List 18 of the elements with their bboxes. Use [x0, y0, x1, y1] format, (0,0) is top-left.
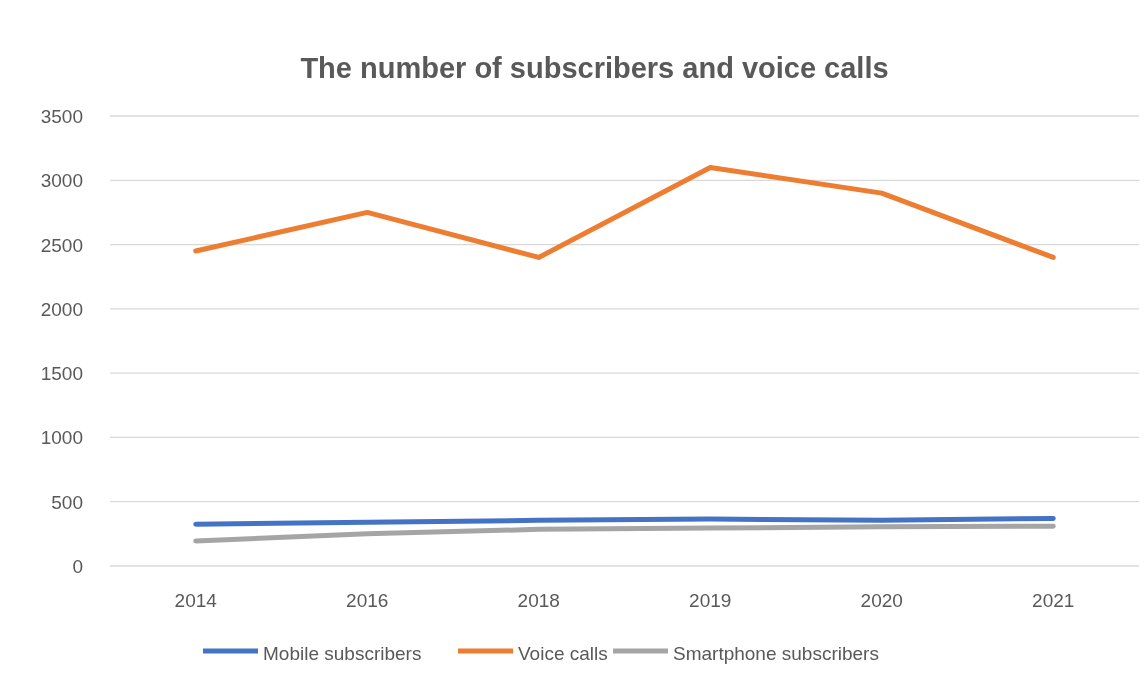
x-tick-label: 2014 [174, 590, 218, 611]
legend-label: Smartphone subscribers [673, 643, 879, 664]
y-tick-label: 1500 [40, 363, 83, 385]
x-tick-label: 2020 [860, 590, 903, 611]
x-tick-label: 2016 [346, 590, 389, 611]
y-tick-label: 3000 [40, 170, 83, 192]
chart-title: The number of subscribers and voice calls [300, 52, 889, 84]
y-tick-label: 2500 [40, 234, 83, 256]
y-tick-label: 0 [72, 556, 83, 577]
y-tick-label: 1000 [40, 427, 83, 449]
legend-label: Mobile subscribers [263, 643, 422, 664]
y-tick-label: 2000 [40, 298, 83, 320]
x-tick-label: 2018 [517, 590, 560, 611]
legend-label: Voice calls [518, 643, 608, 664]
x-tick-label: 2021 [1032, 590, 1075, 611]
y-tick-label: 500 [51, 491, 83, 513]
x-tick-label: 2019 [689, 590, 732, 611]
y-tick-label: 3500 [40, 106, 83, 127]
